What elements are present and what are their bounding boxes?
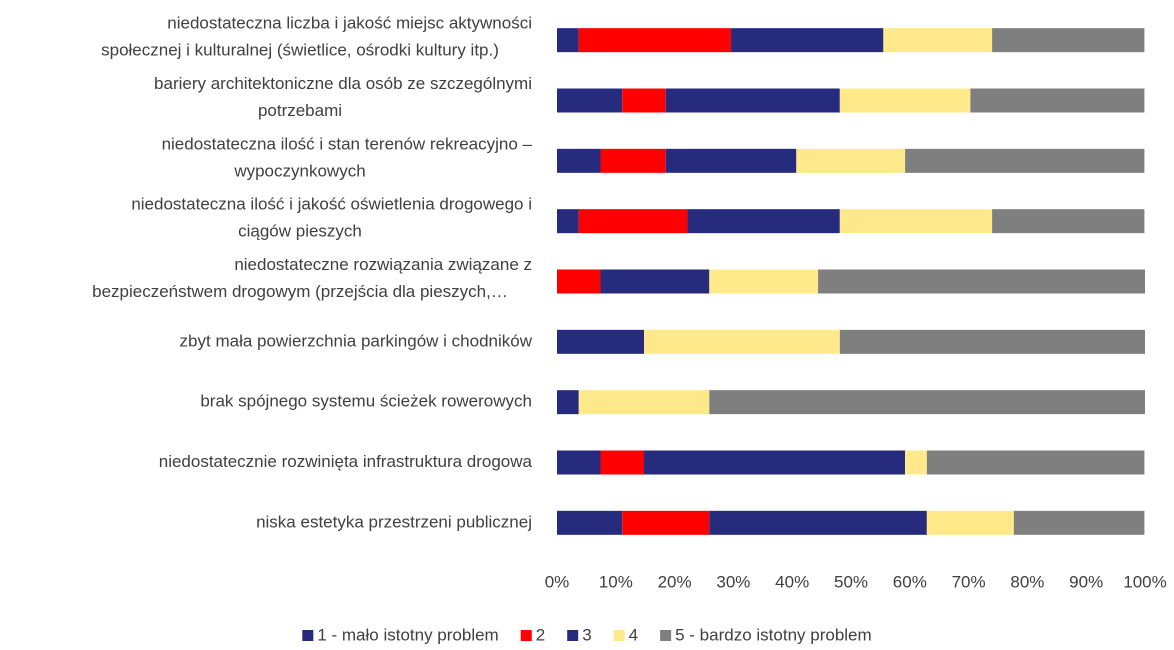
x-tick-label: 100% xyxy=(1123,572,1166,591)
category-label: wypoczynkowych xyxy=(233,161,365,180)
bar-segment xyxy=(622,510,710,535)
category-label: potrzebami xyxy=(258,101,342,120)
bar-segment xyxy=(709,510,927,535)
bar-segment xyxy=(883,28,993,53)
bar-segment xyxy=(578,28,732,53)
bar-segment xyxy=(839,209,993,234)
x-tick-label: 0% xyxy=(545,572,570,591)
x-tick-label: 70% xyxy=(952,572,986,591)
bar-segment xyxy=(557,148,601,173)
bar-segment xyxy=(557,390,579,415)
bar-segment xyxy=(970,88,1145,113)
bar-segment xyxy=(622,88,666,113)
category-label: ciągów pieszych xyxy=(238,222,362,241)
bar-segment xyxy=(709,269,819,294)
bar-segment xyxy=(926,450,1145,475)
bar-segment xyxy=(992,28,1145,53)
legend-label: 3 xyxy=(582,625,591,644)
bar-segment xyxy=(578,390,710,415)
bar-segment xyxy=(557,329,645,354)
legend-swatch xyxy=(520,630,532,641)
x-tick-label: 90% xyxy=(1069,572,1103,591)
x-tick-label: 20% xyxy=(658,572,692,591)
x-tick-label: 30% xyxy=(716,572,750,591)
bar-segment xyxy=(600,269,710,294)
legend-label: 2 xyxy=(536,625,545,644)
category-label: niedostateczna liczba i jakość miejsc ak… xyxy=(167,14,532,33)
bar-segment xyxy=(796,148,906,173)
bar-segment xyxy=(905,148,1145,173)
category-label: bariery architektoniczne dla osób ze szc… xyxy=(154,74,532,93)
bar-segment xyxy=(557,269,601,294)
bar-segment xyxy=(665,88,840,113)
bar-segment xyxy=(644,329,840,354)
bar-segment xyxy=(839,88,971,113)
bar-segment xyxy=(839,329,1145,354)
x-tick-label: 80% xyxy=(1010,572,1044,591)
x-tick-label: 60% xyxy=(893,572,927,591)
bar-segment xyxy=(687,209,840,234)
bar-segment xyxy=(644,450,906,475)
bar-segment xyxy=(709,390,1145,415)
bar-segment xyxy=(600,450,645,475)
legend-swatch xyxy=(660,630,672,641)
bar-segment xyxy=(926,510,1014,535)
bar-segment xyxy=(557,209,579,234)
category-label: niska estetyka przestrzeni publicznej xyxy=(256,512,532,531)
x-tick-label: 40% xyxy=(775,572,809,591)
category-label: zbyt mała powierzchnia parkingów i chodn… xyxy=(180,331,533,350)
category-label: niedostateczna ilość i stan terenów rekr… xyxy=(162,134,533,153)
legend-label: 4 xyxy=(629,625,638,644)
legend-label: 5 - bardzo istotny problem xyxy=(675,625,872,644)
bar-segment xyxy=(905,450,927,475)
category-label: społecznej i kulturalnej (świetlice, ośr… xyxy=(101,41,499,60)
x-tick-label: 50% xyxy=(834,572,868,591)
category-label: brak spójnego systemu ścieżek rowerowych xyxy=(200,392,532,411)
bar-segment xyxy=(578,209,688,234)
category-label: niedostateczna ilość i jakość oświetleni… xyxy=(131,195,532,214)
legend-swatch xyxy=(613,630,625,641)
bar-segment xyxy=(731,28,884,53)
bar-segment xyxy=(665,148,797,173)
bar-segment xyxy=(992,209,1145,234)
x-tick-label: 10% xyxy=(599,572,633,591)
bar-segment xyxy=(1013,510,1145,535)
bar-segment xyxy=(557,510,623,535)
bar-segment xyxy=(818,269,1145,294)
legend-label: 1 - mało istotny problem xyxy=(317,625,498,644)
bar-segment xyxy=(557,450,601,475)
category-label: niedostatecznie rozwinięta infrastruktur… xyxy=(159,452,533,471)
legend-swatch xyxy=(567,630,579,641)
category-label: bezpieczeństwem drogowym (przejścia dla … xyxy=(92,282,508,301)
bar-segment xyxy=(557,28,579,53)
legend-swatch xyxy=(302,630,314,641)
bar-segment xyxy=(557,88,623,113)
category-label: niedostateczne rozwiązania związane z xyxy=(234,255,532,274)
bar-segment xyxy=(600,148,666,173)
